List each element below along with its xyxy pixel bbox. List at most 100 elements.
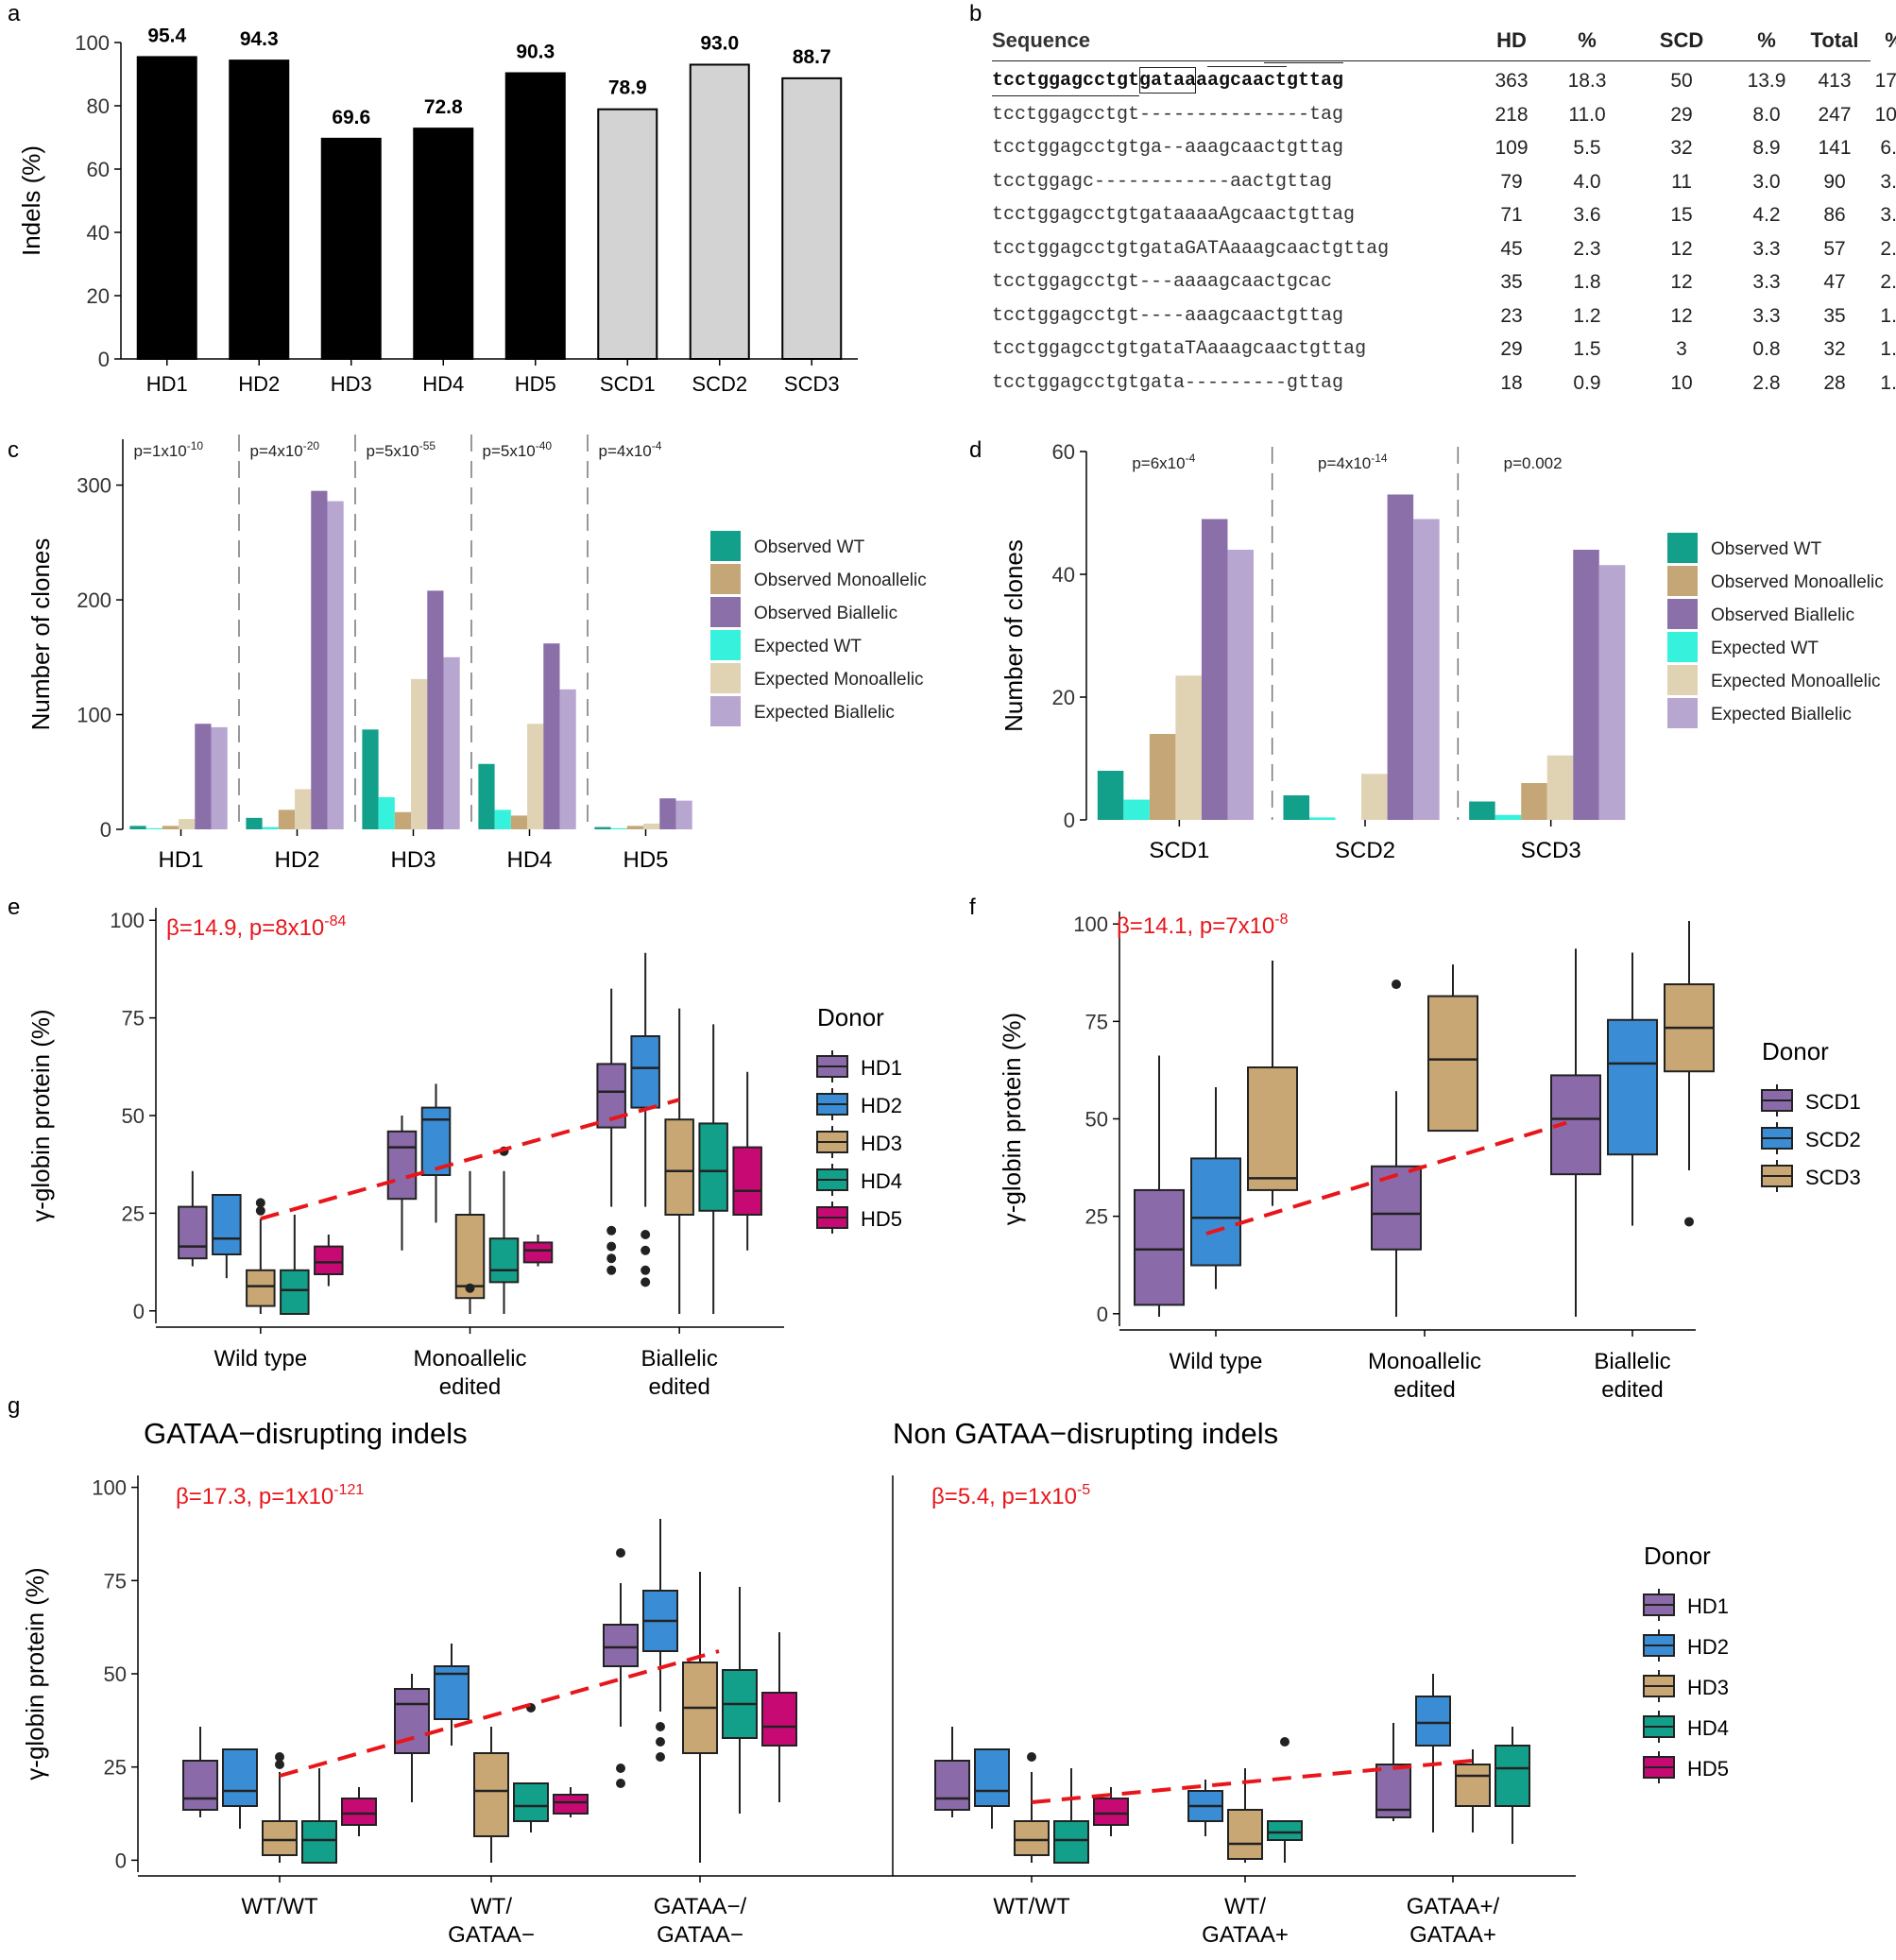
box-hd2-outlier bbox=[656, 1752, 665, 1762]
legend-label: SCD3 bbox=[1805, 1166, 1861, 1189]
bar-observed-biallelic bbox=[427, 590, 444, 829]
bar-value-label: 72.8 bbox=[424, 96, 463, 118]
sequence-cell: tcctggagcctgtgataGATAaaagcaactgttag bbox=[992, 237, 1390, 260]
bar-expected-wt bbox=[1123, 799, 1150, 820]
panel-letter-b: b bbox=[969, 1, 982, 26]
box-hd2-box bbox=[212, 1194, 242, 1255]
panel-e-y-tick-label: 75 bbox=[122, 1007, 145, 1031]
table-cell: 218 bbox=[1495, 103, 1529, 126]
category-label: GATAA−/ bbox=[654, 1894, 747, 1919]
table-cell: 18 bbox=[1500, 371, 1523, 394]
box-hd4-box bbox=[1053, 1820, 1089, 1864]
panel-g-y-tick-label: 100 bbox=[92, 1476, 127, 1500]
panel-c-y-tick-label: 300 bbox=[77, 474, 111, 498]
bar-value-label: 78.9 bbox=[608, 77, 647, 99]
col-header-total: Total bbox=[1810, 28, 1859, 52]
legend-label: SCD1 bbox=[1805, 1090, 1861, 1114]
box-hd3-box bbox=[473, 1752, 509, 1837]
box-scd1-box bbox=[1371, 1165, 1422, 1251]
box-hd2-outlier bbox=[641, 1245, 651, 1255]
table-cell: 413 bbox=[1818, 70, 1852, 92]
category-label: Monoallelic bbox=[413, 1346, 526, 1372]
bar-expected-wt bbox=[1309, 817, 1336, 820]
bar-expected-wt bbox=[262, 827, 279, 829]
col-header-sequence: Sequence bbox=[992, 28, 1090, 52]
category-label: Monoallelic bbox=[1368, 1349, 1481, 1374]
panel-g-y-tick-label: 50 bbox=[104, 1662, 127, 1686]
category-label: SCD2 bbox=[692, 372, 747, 396]
sequence-cell: tcctggagcctgt----aaagcaactgttag bbox=[992, 304, 1344, 327]
category-label: Biallelic bbox=[641, 1346, 717, 1372]
table-cell: 4.0 bbox=[1573, 170, 1601, 193]
box-hd2-outlier bbox=[656, 1737, 665, 1747]
bar-expected-biallelic bbox=[1598, 565, 1626, 820]
bar-expected-wt bbox=[145, 827, 162, 829]
sequence-cell: tcctggagc------------aactgttag bbox=[992, 170, 1333, 193]
table-cell: 35 bbox=[1500, 271, 1523, 293]
panel-c-y-tick-label: 200 bbox=[77, 588, 111, 612]
bar-expected-biallelic bbox=[327, 501, 344, 829]
facet-title: Non GATAA−disrupting indels bbox=[893, 1417, 1278, 1450]
table-cell: 13.9 bbox=[1747, 70, 1786, 92]
category-label: HD2 bbox=[238, 372, 280, 396]
legend-swatch bbox=[710, 597, 741, 627]
panel-a-y-axis-label: Indels (%) bbox=[17, 145, 45, 256]
box-scd3-box bbox=[1247, 1066, 1298, 1191]
table-cell: 12 bbox=[1670, 271, 1693, 293]
box-hd2-box bbox=[434, 1665, 470, 1720]
category-label: Wild type bbox=[214, 1346, 307, 1372]
panel-f-y-tick-label: 100 bbox=[1073, 912, 1108, 936]
bar-value-label: 94.3 bbox=[240, 28, 279, 50]
bar-observed-wt bbox=[246, 817, 263, 829]
box-hd2-outlier bbox=[641, 1265, 651, 1275]
panel-a-y-tick-label: 20 bbox=[87, 284, 110, 308]
table-cell: 2.3 bbox=[1573, 237, 1601, 260]
bar-observed-biallelic bbox=[1573, 550, 1599, 820]
table-cell: 8.9 bbox=[1752, 137, 1781, 159]
bar-observed-biallelic bbox=[543, 643, 560, 829]
table-cell: 1.4 bbox=[1880, 338, 1896, 360]
category-label: SCD3 bbox=[1521, 838, 1581, 863]
legend-label: SCD2 bbox=[1805, 1128, 1861, 1151]
bar-observed-monoallelic bbox=[1521, 783, 1547, 820]
table-cell: 12 bbox=[1670, 304, 1693, 327]
facet-title: GATAA−disrupting indels bbox=[144, 1417, 468, 1450]
bar-value-label: 90.3 bbox=[516, 41, 555, 62]
p-value-label: p=0.002 bbox=[1504, 454, 1563, 472]
bar-observed-wt bbox=[1097, 771, 1124, 820]
legend-label: Observed WT bbox=[754, 537, 865, 557]
box-hd4-box bbox=[1267, 1820, 1303, 1841]
col-header-scd-pct: % bbox=[1757, 28, 1776, 52]
box-hd2-outlier bbox=[656, 1722, 665, 1731]
table-cell: 2.0 bbox=[1880, 271, 1896, 293]
bar-HD4 bbox=[413, 128, 474, 360]
panel-e-trend-line bbox=[260, 1098, 680, 1221]
bar-expected-biallelic bbox=[211, 726, 228, 829]
box-scd3-outlier bbox=[1684, 1217, 1694, 1227]
table-cell: 247 bbox=[1818, 103, 1852, 126]
category-label: WT/WT bbox=[993, 1894, 1070, 1919]
panel-a-y-tick-label: 80 bbox=[87, 94, 110, 118]
legend-label: HD4 bbox=[1687, 1716, 1729, 1740]
bar-HD5 bbox=[504, 72, 566, 361]
bar-expected-biallelic bbox=[443, 656, 460, 829]
bar-expected-wt bbox=[610, 827, 627, 829]
box-hd4-box bbox=[513, 1782, 549, 1822]
bar-SCD1 bbox=[597, 108, 658, 360]
table-cell: 17.6 bbox=[1874, 70, 1896, 92]
col-header-scd: SCD bbox=[1659, 28, 1704, 52]
bar-HD3 bbox=[320, 137, 382, 360]
panel-g-regression-annotation: β=17.3, p=1x10-121 bbox=[176, 1482, 364, 1509]
p-value-label: p=4x10-20 bbox=[250, 439, 320, 460]
table-cell: 35 bbox=[1823, 304, 1846, 327]
box-hd1-outlier bbox=[606, 1265, 617, 1275]
table-cell: 2.8 bbox=[1752, 371, 1781, 394]
table-cell: 3.0 bbox=[1752, 170, 1781, 193]
table-cell: 23 bbox=[1500, 304, 1523, 327]
bar-observed-monoallelic bbox=[1149, 734, 1176, 820]
category-label: HD3 bbox=[331, 372, 372, 396]
box-hd3-box bbox=[262, 1820, 298, 1856]
bar-observed-biallelic bbox=[195, 724, 212, 829]
panel-e-y-axis-label: γ-globin protein (%) bbox=[26, 1009, 55, 1221]
